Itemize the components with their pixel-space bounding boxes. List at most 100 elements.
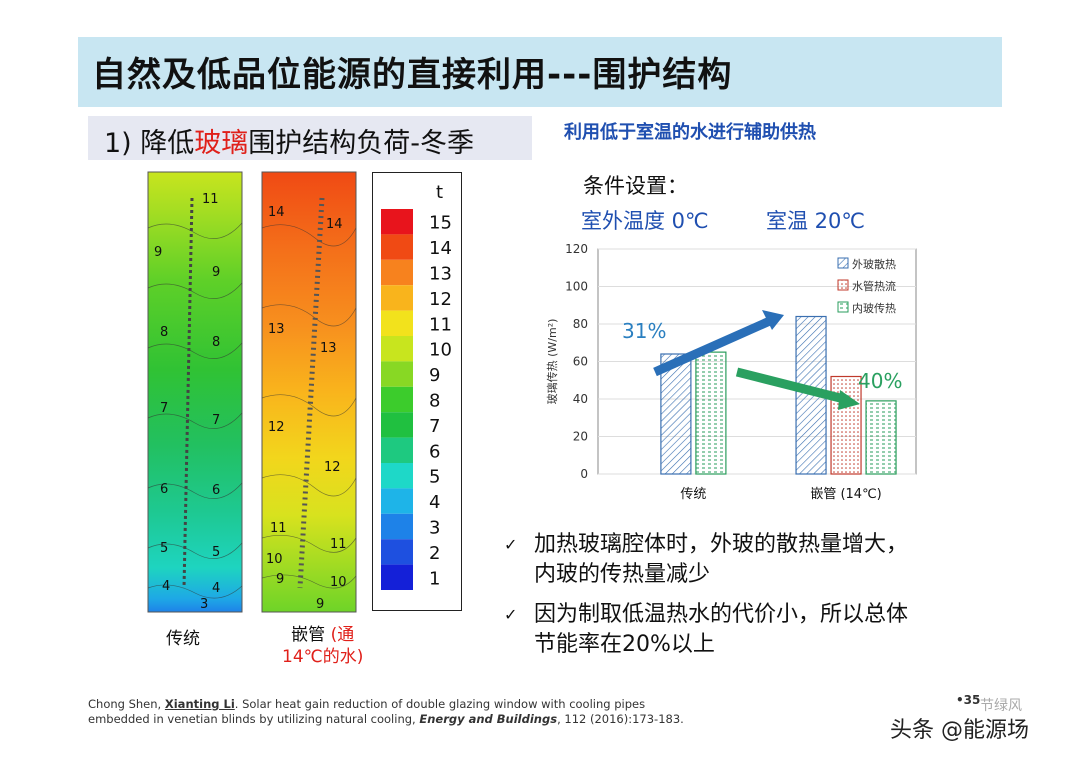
citation-author-bold: Xianting Li bbox=[164, 697, 235, 711]
legend-svg: t 15 14 13 12 11 10 9 8 7 6 5 4 3 2 1 bbox=[381, 182, 452, 590]
bar bbox=[830, 375, 862, 475]
side-note: 利用低于室温的水进行辅助供热 bbox=[564, 122, 816, 143]
y-tick-label: 120 bbox=[565, 242, 588, 256]
contour-label: 10 bbox=[330, 575, 347, 590]
legend-value: 8 bbox=[429, 391, 440, 412]
x-tick-label: 传统 bbox=[680, 487, 706, 502]
legend-value: 2 bbox=[429, 543, 440, 564]
contour-label: 11 bbox=[202, 192, 219, 207]
contour-label: 9 bbox=[276, 572, 284, 587]
citation-title: . Solar heat gain reduction of double gl… bbox=[234, 697, 646, 711]
check-icon: ✓ bbox=[504, 535, 518, 554]
contour-label: 11 bbox=[270, 521, 287, 536]
citation-end: , 112 (2016):173-183. bbox=[557, 712, 684, 726]
contour-label: 7 bbox=[160, 401, 168, 416]
contour-label: 9 bbox=[212, 265, 220, 280]
legend-swatch bbox=[381, 564, 413, 590]
y-tick-label: 60 bbox=[573, 355, 588, 369]
contour-label: 12 bbox=[324, 460, 341, 475]
legend-value: 7 bbox=[429, 416, 440, 437]
contour-label: 14 bbox=[326, 217, 343, 232]
contour-panels: 11 9 9 8 8 7 7 6 6 5 5 4 4 3 14 14 13 13… bbox=[147, 171, 357, 613]
contour-label: 7 bbox=[212, 413, 220, 428]
legend-value: 6 bbox=[429, 441, 440, 462]
legend-swatch bbox=[381, 386, 413, 413]
legend-value: 12 bbox=[429, 289, 452, 310]
legend-value: 9 bbox=[429, 365, 440, 386]
subtitle-prefix: 1) 降低 bbox=[104, 128, 195, 159]
legend-swatch bbox=[381, 285, 413, 311]
legend-value: 13 bbox=[429, 264, 452, 285]
contour-label: 3 bbox=[200, 597, 208, 612]
bullet-1-line1: 加热玻璃腔体时，外玻的散热量增大， bbox=[534, 532, 909, 557]
bar bbox=[660, 353, 692, 475]
legend-swatch bbox=[381, 361, 413, 387]
y-axis-label: 玻璃传热 (W/m²) bbox=[545, 319, 559, 405]
citation-journal: Energy and Buildings bbox=[419, 712, 558, 726]
caption-embedded: 嵌管 (通 14℃的水) bbox=[282, 624, 363, 668]
increase-arrow bbox=[653, 315, 774, 377]
legend-swatch bbox=[381, 488, 413, 514]
contour-label: 9 bbox=[316, 597, 324, 612]
contour-label: 8 bbox=[160, 325, 168, 340]
legend-title: t bbox=[436, 182, 443, 203]
contour-label: 11 bbox=[330, 537, 347, 552]
legend-swatch bbox=[381, 209, 413, 235]
watermark: 头条 @能源场 bbox=[890, 718, 1029, 743]
caption-embedded-note: (通 bbox=[330, 625, 355, 645]
contour-label: 9 bbox=[154, 245, 162, 260]
watermark-faint: 节绿风 bbox=[980, 698, 1022, 714]
page-number: •35 bbox=[956, 693, 981, 707]
decrease-arrow bbox=[735, 367, 850, 405]
contour-label: 13 bbox=[320, 341, 337, 356]
contour-label: 6 bbox=[160, 482, 168, 497]
subtitle-suffix: 围护结构负荷-冬季 bbox=[248, 128, 475, 159]
caption-embedded-main: 嵌管 bbox=[291, 625, 326, 645]
caption-embedded-note2: 14℃的水) bbox=[282, 647, 364, 667]
title-bar bbox=[78, 37, 1002, 107]
contour-label: 10 bbox=[266, 552, 283, 567]
decrease-arrow-head bbox=[838, 390, 860, 410]
room-temp: 室温 20℃ bbox=[766, 209, 865, 233]
legend-value: 3 bbox=[429, 518, 440, 539]
contour-label: 12 bbox=[268, 420, 285, 435]
contour-label: 4 bbox=[212, 581, 220, 596]
legend-marker bbox=[837, 257, 849, 269]
increase-arrow-head bbox=[762, 310, 784, 330]
contour-label: 8 bbox=[212, 335, 220, 350]
bullet-2-line1: 因为制取低温热水的代价小，所以总体 bbox=[534, 602, 909, 627]
bar bbox=[865, 400, 897, 475]
contour-label: 14 bbox=[268, 205, 285, 220]
legend-value: 1 bbox=[429, 568, 440, 589]
legend-swatch bbox=[381, 412, 413, 438]
legend-swatch bbox=[381, 539, 413, 565]
bar-chart: 0 20 40 60 80 100 120 玻璃传热 (W/m²) 传统 嵌管 (14℃) 外玻散… bbox=[545, 242, 917, 502]
contour-label: 4 bbox=[162, 579, 170, 594]
bullet-2-line2: 节能率在20%以上 bbox=[534, 632, 715, 657]
legend-label: 水管热流 bbox=[852, 279, 896, 293]
citation-line2: embedded in venetian blinds by utilizing… bbox=[88, 712, 420, 726]
check-icon: ✓ bbox=[504, 605, 518, 624]
contour-label: 5 bbox=[160, 541, 168, 556]
color-legend: t 15 14 13 12 11 10 9 8 7 6 5 4 3 2 1 bbox=[372, 172, 462, 611]
x-tick-label: 嵌管 (14℃) bbox=[810, 487, 881, 502]
legend-swatch bbox=[381, 513, 413, 540]
slide-title: 自然及低品位能源的直接利用---围护结构 bbox=[92, 55, 733, 95]
conditions-label: 条件设置： bbox=[583, 174, 688, 198]
legend-swatch bbox=[381, 234, 413, 260]
legend-swatch bbox=[381, 437, 413, 463]
outdoor-temp: 室外温度 0℃ bbox=[581, 209, 709, 233]
citation-authors: Chong Shen, bbox=[88, 697, 165, 711]
legend-value: 11 bbox=[429, 314, 452, 335]
y-tick-label: 0 bbox=[580, 467, 588, 481]
contour-label: 13 bbox=[268, 322, 285, 337]
subtitle: 1) 降低玻璃围护结构负荷-冬季 bbox=[104, 121, 474, 160]
y-tick-label: 80 bbox=[573, 317, 588, 331]
contour-label: 6 bbox=[212, 483, 220, 498]
subtitle-highlight: 玻璃 bbox=[194, 128, 249, 159]
bar bbox=[695, 351, 727, 475]
legend-label: 内玻传热 bbox=[852, 301, 896, 315]
citation: Chong Shen, Xianting Li. Solar heat gain… bbox=[88, 697, 684, 727]
legend-value: 14 bbox=[429, 238, 452, 259]
legend-marker bbox=[837, 301, 849, 313]
